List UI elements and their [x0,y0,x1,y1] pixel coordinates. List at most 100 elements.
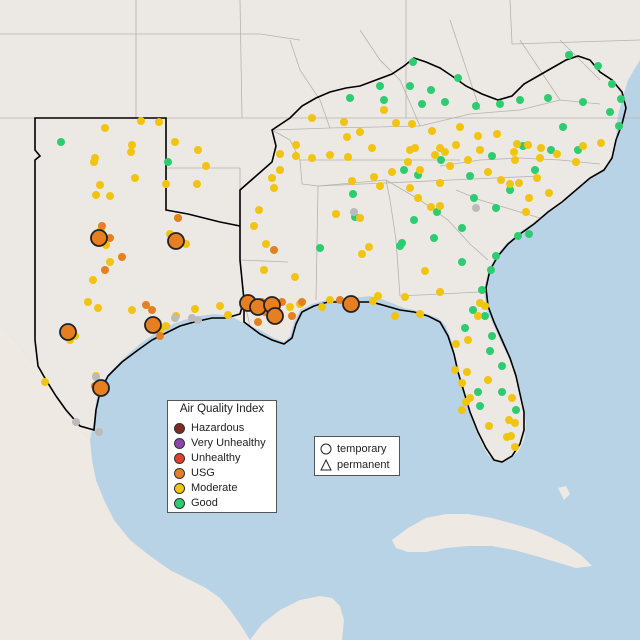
moderate-marker[interactable] [411,144,419,152]
good-marker[interactable] [606,108,614,116]
moderate-marker[interactable] [388,168,396,176]
good-marker[interactable] [492,204,500,212]
moderate-marker[interactable] [250,222,258,230]
moderate-marker[interactable] [481,302,489,310]
good-marker[interactable] [488,332,496,340]
moderate-marker[interactable] [515,179,523,187]
moderate-marker[interactable] [89,276,97,284]
moderate-marker[interactable] [356,214,364,222]
good-marker[interactable] [544,94,552,102]
no-data-marker[interactable] [92,373,100,381]
moderate-marker[interactable] [96,181,104,189]
moderate-marker[interactable] [392,119,400,127]
moderate-marker[interactable] [191,305,199,313]
moderate-marker[interactable] [463,368,471,376]
moderate-marker[interactable] [291,273,299,281]
good-marker[interactable] [461,324,469,332]
good-marker[interactable] [470,194,478,202]
moderate-marker[interactable] [452,141,460,149]
good-marker[interactable] [472,102,480,110]
usg-small-marker[interactable] [118,253,126,261]
moderate-marker[interactable] [406,184,414,192]
good-marker[interactable] [506,186,514,194]
moderate-marker[interactable] [536,154,544,162]
moderate-marker[interactable] [332,210,340,218]
usg-large-marker[interactable] [144,316,162,334]
moderate-marker[interactable] [416,166,424,174]
moderate-marker[interactable] [92,191,100,199]
usg-small-marker[interactable] [270,246,278,254]
good-marker[interactable] [398,239,406,247]
good-marker[interactable] [608,80,616,88]
good-marker[interactable] [478,286,486,294]
moderate-marker[interactable] [94,304,102,312]
good-marker[interactable] [516,96,524,104]
moderate-marker[interactable] [260,266,268,274]
moderate-marker[interactable] [262,240,270,248]
good-marker[interactable] [458,224,466,232]
moderate-marker[interactable] [162,180,170,188]
usg-small-marker[interactable] [142,301,150,309]
good-marker[interactable] [531,166,539,174]
good-marker[interactable] [512,406,520,414]
moderate-marker[interactable] [533,174,541,182]
moderate-marker[interactable] [452,340,460,348]
good-marker[interactable] [57,138,65,146]
moderate-marker[interactable] [276,150,284,158]
moderate-marker[interactable] [510,148,518,156]
moderate-marker[interactable] [326,296,334,304]
moderate-marker[interactable] [436,202,444,210]
good-marker[interactable] [579,98,587,106]
good-marker[interactable] [376,82,384,90]
good-marker[interactable] [454,74,462,82]
good-marker[interactable] [476,402,484,410]
good-marker[interactable] [496,100,504,108]
good-marker[interactable] [488,152,496,160]
good-marker[interactable] [594,62,602,70]
good-marker[interactable] [525,230,533,238]
good-marker[interactable] [349,190,357,198]
moderate-marker[interactable] [408,120,416,128]
moderate-marker[interactable] [171,138,179,146]
no-data-marker[interactable] [472,204,480,212]
good-marker[interactable] [410,216,418,224]
moderate-marker[interactable] [458,406,466,414]
moderate-marker[interactable] [597,139,605,147]
moderate-marker[interactable] [292,152,300,160]
moderate-marker[interactable] [380,106,388,114]
moderate-marker[interactable] [348,177,356,185]
moderate-marker[interactable] [456,123,464,131]
good-marker[interactable] [565,51,573,59]
moderate-marker[interactable] [318,303,326,311]
moderate-marker[interactable] [476,146,484,154]
moderate-marker[interactable] [462,398,470,406]
moderate-marker[interactable] [286,303,294,311]
moderate-marker[interactable] [421,267,429,275]
moderate-marker[interactable] [106,258,114,266]
moderate-marker[interactable] [106,192,114,200]
moderate-marker[interactable] [497,176,505,184]
moderate-marker[interactable] [524,141,532,149]
moderate-marker[interactable] [485,422,493,430]
moderate-marker[interactable] [401,293,409,301]
moderate-marker[interactable] [428,127,436,135]
moderate-marker[interactable] [369,297,377,305]
moderate-marker[interactable] [127,148,135,156]
moderate-marker[interactable] [224,311,232,319]
moderate-marker[interactable] [276,166,284,174]
good-marker[interactable] [559,123,567,131]
moderate-marker[interactable] [326,151,334,159]
moderate-marker[interactable] [41,378,49,386]
moderate-marker[interactable] [365,243,373,251]
moderate-marker[interactable] [101,124,109,132]
good-marker[interactable] [514,232,522,240]
usg-small-marker[interactable] [174,214,182,222]
moderate-marker[interactable] [308,154,316,162]
good-marker[interactable] [498,362,506,370]
usg-small-marker[interactable] [254,318,262,326]
moderate-marker[interactable] [128,306,136,314]
moderate-marker[interactable] [391,312,399,320]
moderate-marker[interactable] [511,443,519,451]
good-marker[interactable] [316,244,324,252]
moderate-marker[interactable] [431,151,439,159]
